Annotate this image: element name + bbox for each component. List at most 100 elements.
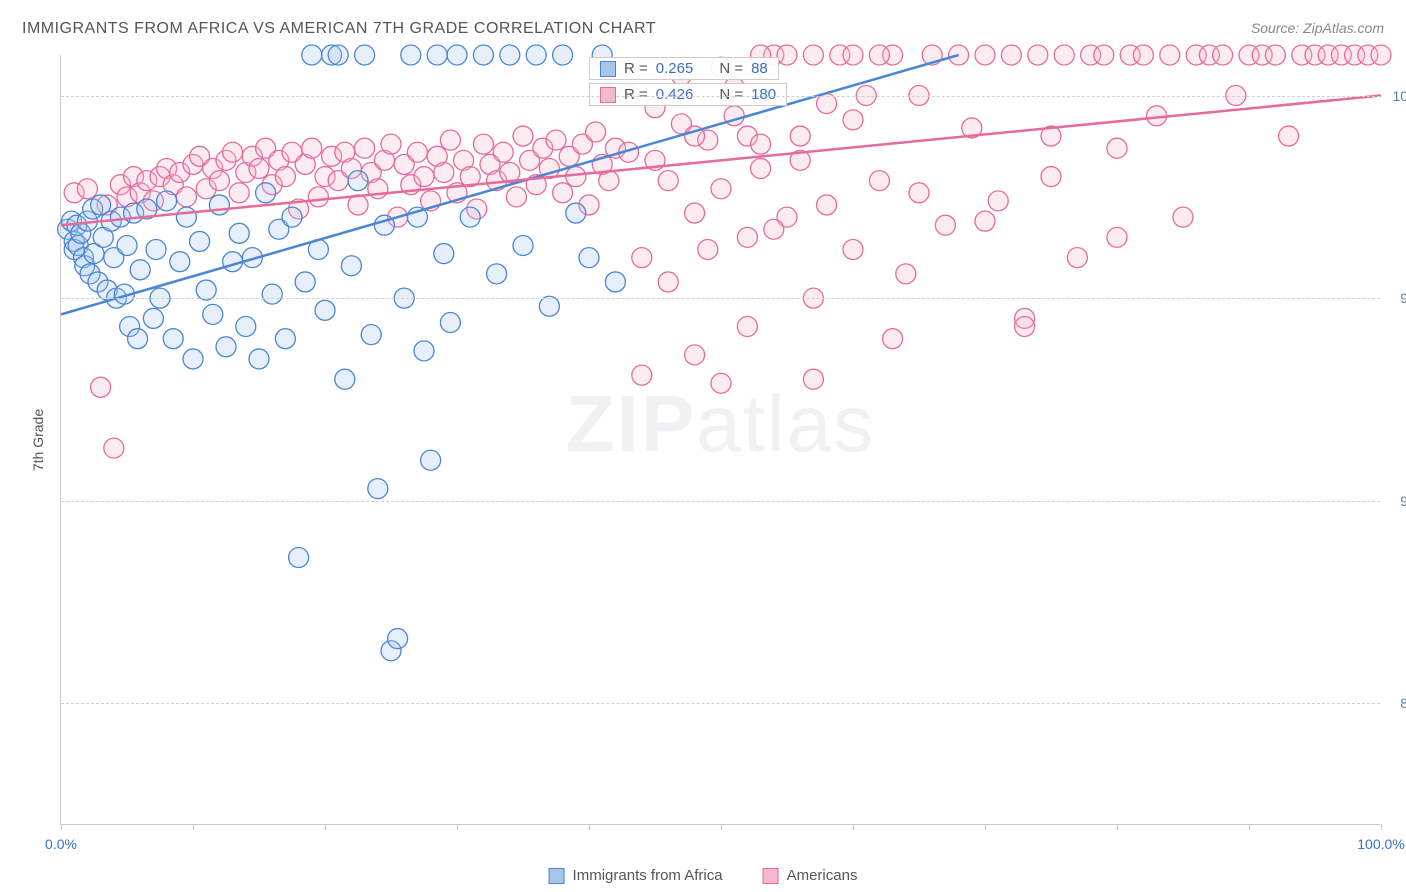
scatter-point-africa — [209, 195, 229, 215]
scatter-point-americans — [817, 94, 837, 114]
x-tick-label: 100.0% — [1357, 836, 1404, 852]
scatter-point-africa — [302, 45, 322, 65]
x-tick — [325, 824, 326, 830]
scatter-point-americans — [209, 171, 229, 191]
scatter-point-africa — [295, 272, 315, 292]
legend-swatch-africa-icon — [549, 868, 565, 884]
legend-swatch-africa — [600, 61, 616, 77]
trend-line-africa — [61, 55, 959, 314]
scatter-point-africa — [262, 284, 282, 304]
scatter-point-americans — [790, 126, 810, 146]
x-tick — [1249, 824, 1250, 830]
scatter-point-americans — [414, 167, 434, 187]
scatter-point-africa — [513, 235, 533, 255]
scatter-point-americans — [553, 183, 573, 203]
bottom-legend: Immigrants from Africa Americans — [549, 867, 858, 884]
scatter-point-americans — [869, 171, 889, 191]
scatter-point-americans — [909, 183, 929, 203]
gridline — [61, 96, 1380, 97]
scatter-point-americans — [632, 248, 652, 268]
scatter-point-americans — [91, 377, 111, 397]
scatter-point-americans — [764, 219, 784, 239]
scatter-point-americans — [843, 240, 863, 260]
scatter-point-americans — [803, 45, 823, 65]
scatter-point-americans — [302, 138, 322, 158]
legend-n-value-africa: 88 — [751, 60, 768, 77]
x-tick-label: 0.0% — [45, 836, 77, 852]
scatter-point-americans — [1107, 138, 1127, 158]
scatter-point-africa — [275, 329, 295, 349]
stats-legend-americans: R = 0.426 N = 180 — [589, 83, 787, 106]
scatter-point-americans — [493, 142, 513, 162]
x-tick — [1381, 824, 1382, 830]
scatter-point-americans — [883, 329, 903, 349]
scatter-point-americans — [869, 45, 889, 65]
scatter-point-americans — [737, 227, 757, 247]
scatter-point-africa — [355, 45, 375, 65]
scatter-point-africa — [487, 264, 507, 284]
scatter-point-africa — [335, 369, 355, 389]
legend-n-label: N = — [719, 86, 743, 103]
scatter-point-americans — [566, 167, 586, 187]
scatter-point-africa — [388, 629, 408, 649]
scatter-point-africa — [440, 312, 460, 332]
scatter-point-africa — [203, 304, 223, 324]
scatter-point-americans — [711, 179, 731, 199]
scatter-point-americans — [104, 438, 124, 458]
scatter-point-africa — [216, 337, 236, 357]
legend-swatch-americans-icon — [763, 868, 779, 884]
legend-r-value-americans: 0.426 — [656, 86, 694, 103]
legend-r-value-africa: 0.265 — [656, 60, 694, 77]
scatter-point-africa — [447, 45, 467, 65]
scatter-point-africa — [427, 45, 447, 65]
scatter-point-americans — [1160, 45, 1180, 65]
chart-svg — [61, 55, 1380, 824]
scatter-point-africa — [315, 300, 335, 320]
x-tick — [193, 824, 194, 830]
scatter-point-africa — [414, 341, 434, 361]
scatter-point-americans — [1371, 45, 1391, 65]
scatter-point-africa — [566, 203, 586, 223]
scatter-point-americans — [975, 211, 995, 231]
scatter-point-americans — [513, 126, 533, 146]
scatter-point-africa — [229, 223, 249, 243]
scatter-point-americans — [355, 138, 375, 158]
scatter-point-americans — [1213, 45, 1233, 65]
scatter-point-africa — [368, 479, 388, 499]
scatter-point-africa — [348, 171, 368, 191]
y-tick-label: 90.0% — [1385, 493, 1406, 509]
scatter-point-africa — [157, 191, 177, 211]
scatter-point-americans — [1067, 248, 1087, 268]
scatter-point-americans — [975, 45, 995, 65]
scatter-point-americans — [698, 240, 718, 260]
scatter-point-africa — [328, 45, 348, 65]
scatter-point-americans — [229, 183, 249, 203]
scatter-point-africa — [236, 317, 256, 337]
scatter-point-africa — [341, 256, 361, 276]
scatter-point-africa — [401, 45, 421, 65]
x-tick — [853, 824, 854, 830]
scatter-point-africa — [183, 349, 203, 369]
scatter-point-americans — [658, 171, 678, 191]
scatter-point-americans — [737, 317, 757, 337]
scatter-point-americans — [308, 187, 328, 207]
y-tick-label: 100.0% — [1385, 88, 1406, 104]
gridline — [61, 298, 1380, 299]
scatter-point-africa — [196, 280, 216, 300]
scatter-point-africa — [500, 45, 520, 65]
scatter-point-africa — [190, 231, 210, 251]
scatter-point-africa — [143, 308, 163, 328]
scatter-point-americans — [777, 45, 797, 65]
bottom-legend-americans: Americans — [763, 867, 858, 884]
gridline — [61, 501, 1380, 502]
scatter-point-africa — [176, 207, 196, 227]
scatter-point-africa — [553, 45, 573, 65]
scatter-point-americans — [843, 45, 863, 65]
scatter-point-americans — [803, 369, 823, 389]
x-tick — [457, 824, 458, 830]
scatter-point-americans — [275, 167, 295, 187]
scatter-point-africa — [130, 260, 150, 280]
legend-r-label: R = — [624, 60, 648, 77]
scatter-point-africa — [163, 329, 183, 349]
scatter-point-americans — [434, 163, 454, 183]
